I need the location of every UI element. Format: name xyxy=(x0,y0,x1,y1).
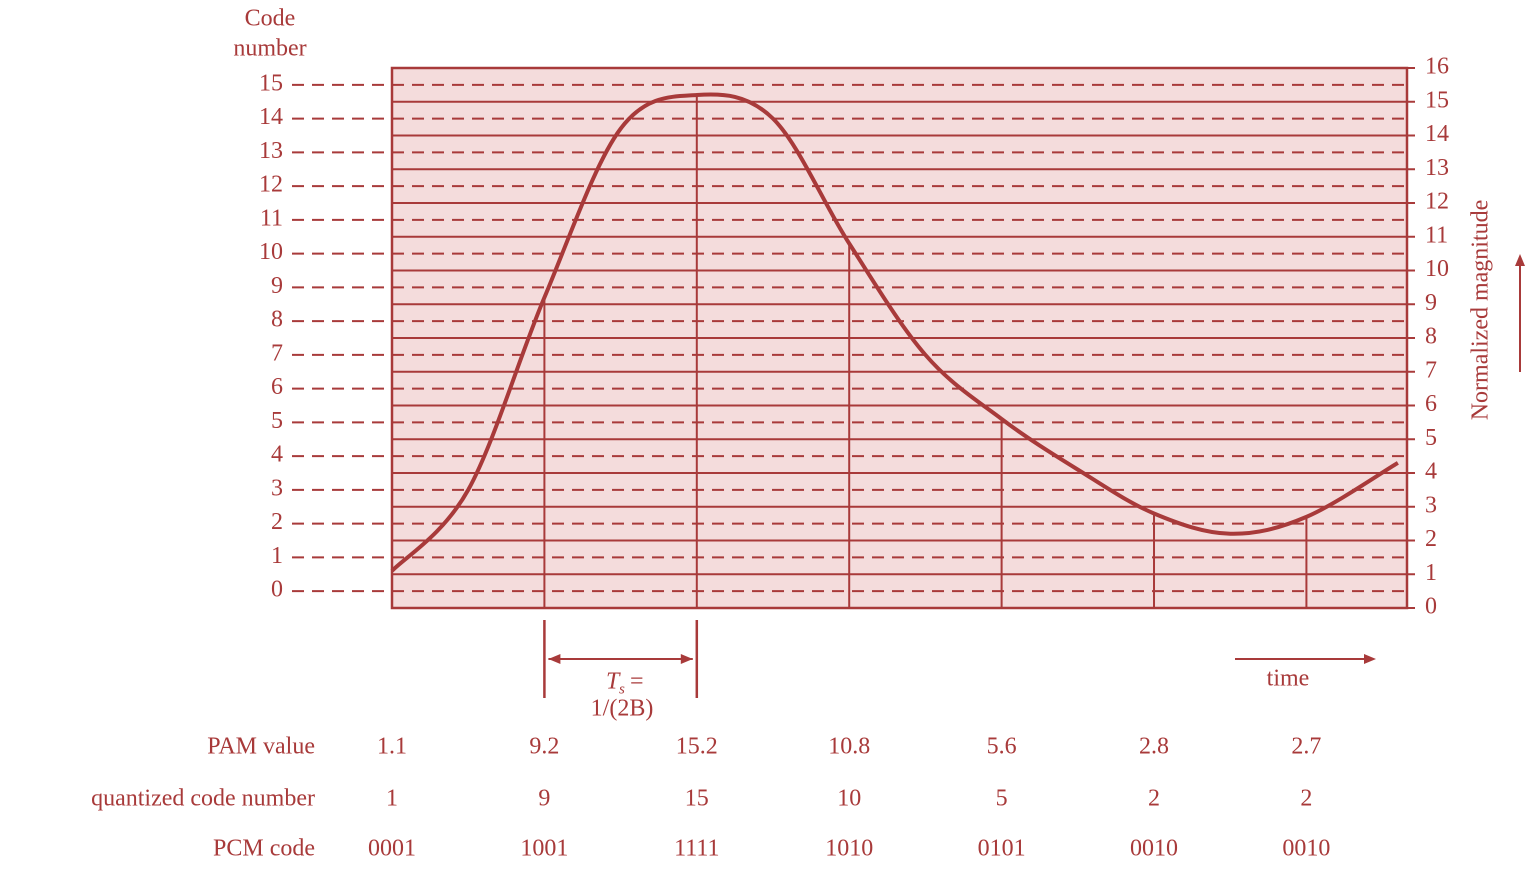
y-tick-label: 3 xyxy=(271,475,283,501)
code-number: 2 xyxy=(1148,786,1160,812)
pam-value: 9.2 xyxy=(529,734,559,760)
annotation: = xyxy=(630,669,644,695)
code-number: 2 xyxy=(1300,786,1312,812)
code-number: 10 xyxy=(837,786,861,812)
pcm-code: 0010 xyxy=(1130,836,1178,862)
y2-tick-label: 5 xyxy=(1425,425,1437,451)
pcm-code: 1111 xyxy=(674,836,719,862)
y-tick-label: 5 xyxy=(271,408,283,434)
code-number: 9 xyxy=(538,786,550,812)
y-tick-label: 7 xyxy=(271,340,283,366)
row-label: PAM value xyxy=(207,734,315,760)
y2-tick-label: 14 xyxy=(1425,121,1449,147)
y-label: Code xyxy=(245,6,296,32)
y2-label: Normalized magnitude xyxy=(1468,200,1494,421)
y-tick-label: 6 xyxy=(271,374,283,400)
y2-tick-label: 0 xyxy=(1425,594,1437,620)
y-label: number xyxy=(233,36,306,62)
arrow-head xyxy=(1364,654,1376,664)
annotation: T xyxy=(606,669,621,695)
pam-value: 1.1 xyxy=(377,734,407,760)
y-tick-label: 10 xyxy=(259,239,283,265)
y2-tick-label: 15 xyxy=(1425,87,1449,113)
y2-tick-label: 2 xyxy=(1425,526,1437,552)
y-tick-label: 11 xyxy=(260,205,283,231)
y-tick-label: 12 xyxy=(259,172,283,198)
annotation: 1/(2B) xyxy=(591,696,654,722)
y2-tick-label: 10 xyxy=(1425,256,1449,282)
code-number: 1 xyxy=(386,786,398,812)
y-tick-label: 14 xyxy=(259,104,283,130)
pam-value: 10.8 xyxy=(828,734,870,760)
pam-value: 2.8 xyxy=(1139,734,1169,760)
code-number: 15 xyxy=(685,786,709,812)
y-tick-label: 8 xyxy=(271,307,283,333)
y-tick-label: 0 xyxy=(271,577,283,603)
annotation: s xyxy=(619,681,625,697)
row-label: quantized code number xyxy=(91,786,315,812)
y2-tick-label: 4 xyxy=(1425,459,1437,485)
y-tick-label: 4 xyxy=(271,442,283,468)
code-number: 5 xyxy=(996,786,1008,812)
pcm-code: 0101 xyxy=(978,836,1026,862)
y-tick-label: 9 xyxy=(271,273,283,299)
y2-tick-label: 7 xyxy=(1425,357,1437,383)
y2-tick-label: 12 xyxy=(1425,189,1449,215)
pcm-code: 0001 xyxy=(368,836,416,862)
pcm-code: 1001 xyxy=(520,836,568,862)
x-label: time xyxy=(1267,666,1310,692)
y-tick-label: 15 xyxy=(259,70,283,96)
y2-tick-label: 9 xyxy=(1425,290,1437,316)
y2-tick-label: 8 xyxy=(1425,324,1437,350)
pam-value: 15.2 xyxy=(676,734,718,760)
row-label: PCM code xyxy=(213,836,315,862)
arrow-head xyxy=(1515,254,1525,266)
pam-value: 5.6 xyxy=(987,734,1017,760)
y2-tick-label: 6 xyxy=(1425,391,1437,417)
y2-tick-label: 16 xyxy=(1425,54,1449,80)
pcm-code: 0010 xyxy=(1282,836,1330,862)
y2-tick-label: 1 xyxy=(1425,560,1437,586)
y2-tick-label: 11 xyxy=(1425,222,1448,248)
y-tick-label: 13 xyxy=(259,138,283,164)
y-tick-label: 2 xyxy=(271,509,283,535)
y-tick-label: 1 xyxy=(271,543,283,569)
pam-value: 2.7 xyxy=(1291,734,1321,760)
y2-tick-label: 13 xyxy=(1425,155,1449,181)
pcm-code: 1010 xyxy=(825,836,873,862)
y2-tick-label: 3 xyxy=(1425,492,1437,518)
